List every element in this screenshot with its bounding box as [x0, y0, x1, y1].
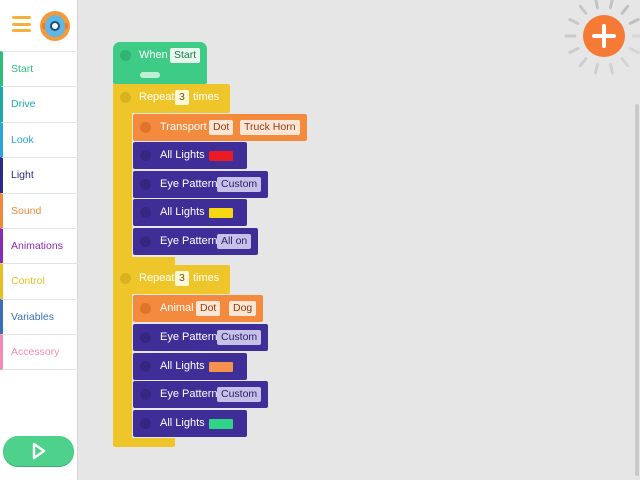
category-animations[interactable]: Animations [0, 227, 78, 264]
block-connector-dot [140, 207, 151, 218]
light-color-swatch[interactable] [209, 419, 233, 429]
block-connector-dot [140, 303, 151, 314]
block-label: Eye Pattern [160, 235, 218, 247]
robot-select-chip[interactable]: Dot [196, 301, 221, 316]
block-connector-dot [140, 332, 151, 343]
transport-sound-block[interactable]: Transport Dot Truck Horn [133, 114, 307, 141]
all-lights-block[interactable]: All Lights [133, 410, 247, 437]
category-control[interactable]: Control [0, 263, 78, 299]
block-label: Eye Pattern [160, 331, 218, 343]
hamburger-menu-icon[interactable] [12, 16, 31, 32]
repeat-block-2-wall [113, 265, 132, 445]
start-block-handle [140, 72, 160, 78]
block-connector-dot [140, 361, 151, 372]
play-icon [32, 442, 46, 460]
all-lights-block[interactable]: All Lights [133, 142, 247, 169]
dash-robot-avatar-icon[interactable] [40, 11, 70, 41]
sidebar: Start Drive Look Light Sound Animations … [0, 0, 78, 480]
block-connector-dot [120, 92, 131, 103]
block-connector-dot [140, 150, 151, 161]
vertical-scrollbar[interactable] [635, 104, 639, 476]
category-accessory[interactable]: Accessory [0, 334, 78, 370]
all-lights-block[interactable]: All Lights [133, 353, 247, 380]
repeat-count-input[interactable]: 3 [175, 90, 189, 105]
repeat-block-1[interactable]: Repeat 3 times [113, 84, 230, 113]
block-label-suffix: times [193, 91, 220, 103]
block-label: Animal [160, 302, 194, 314]
block-label: All Lights [160, 360, 205, 372]
category-list: Start Drive Look Light Sound Animations … [0, 51, 78, 370]
light-color-swatch[interactable] [209, 151, 233, 161]
eye-pattern-block[interactable]: Eye Pattern Custom [133, 324, 268, 351]
category-sound[interactable]: Sound [0, 192, 78, 228]
block-label: Repeat [139, 272, 175, 284]
block-connector-dot [140, 122, 151, 133]
block-label: Repeat [139, 91, 175, 103]
eye-pattern-chip[interactable]: Custom [217, 177, 262, 192]
block-label: Eye Pattern [160, 178, 218, 190]
block-label: All Lights [160, 417, 205, 429]
add-button[interactable] [583, 15, 625, 57]
category-start[interactable]: Start [0, 51, 78, 87]
repeat-block-2-footer [113, 438, 175, 447]
eye-pattern-chip[interactable]: Custom [217, 387, 262, 402]
eye-pattern-chip[interactable]: Custom [217, 330, 262, 345]
category-look[interactable]: Look [0, 121, 78, 158]
category-light[interactable]: Light [0, 157, 78, 193]
eye-pattern-block[interactable]: Eye Pattern All on [133, 228, 258, 255]
block-label: Transport [160, 121, 207, 133]
block-connector-dot [140, 389, 151, 400]
repeat-block-1-footer [113, 257, 175, 266]
robot-select-chip[interactable]: Dot [209, 120, 234, 135]
animal-sound-block[interactable]: Animal Dot Dog [133, 295, 263, 322]
block-label: All Lights [160, 149, 205, 161]
block-label: When [139, 49, 168, 61]
block-connector-dot [140, 418, 151, 429]
sound-select-chip[interactable]: Truck Horn [240, 120, 300, 135]
block-connector-dot [140, 179, 151, 190]
sound-select-chip[interactable]: Dog [229, 301, 257, 316]
start-trigger-chip[interactable]: Start [170, 48, 201, 63]
repeat-block-1-wall [113, 84, 132, 265]
repeat-block-2[interactable]: Repeat 3 times [113, 265, 230, 294]
program-canvas[interactable] [78, 0, 640, 480]
block-connector-dot [140, 236, 151, 247]
block-label: Eye Pattern [160, 388, 218, 400]
block-connector-dot [120, 50, 131, 61]
light-color-swatch[interactable] [209, 362, 233, 372]
eye-pattern-chip[interactable]: All on [217, 234, 252, 249]
all-lights-block[interactable]: All Lights [133, 199, 247, 226]
eye-pattern-block[interactable]: Eye Pattern Custom [133, 381, 268, 408]
repeat-count-input[interactable]: 3 [175, 271, 189, 286]
when-start-block[interactable]: When Start [113, 42, 207, 84]
block-connector-dot [120, 273, 131, 284]
block-label: All Lights [160, 206, 205, 218]
loading-spinner-icon [564, 0, 640, 75]
category-variables[interactable]: Variables [0, 298, 78, 335]
category-drive[interactable]: Drive [0, 86, 78, 122]
block-label-suffix: times [193, 272, 220, 284]
play-button[interactable] [3, 436, 74, 466]
eye-pattern-block[interactable]: Eye Pattern Custom [133, 171, 268, 198]
light-color-swatch[interactable] [209, 208, 233, 218]
